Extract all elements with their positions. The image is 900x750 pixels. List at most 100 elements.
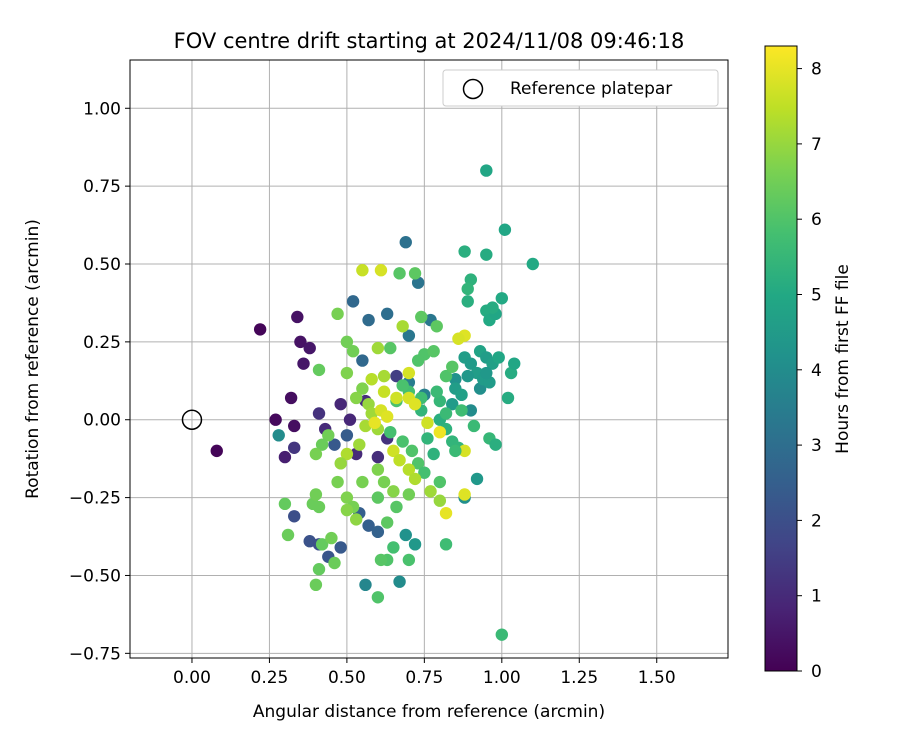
data-point [486, 301, 499, 314]
data-point [272, 429, 285, 442]
data-point [340, 335, 354, 349]
data-point [439, 407, 453, 420]
data-point [418, 466, 431, 479]
data-point [346, 295, 360, 308]
data-point [362, 519, 375, 532]
data-point [340, 491, 354, 504]
data-point [495, 628, 509, 641]
y-tick-label: −0.75 [69, 644, 121, 664]
data-point [210, 444, 223, 458]
data-point [396, 435, 409, 448]
data-point [387, 444, 400, 458]
data-point [340, 447, 354, 461]
legend-entry-reference: Reference platepar [510, 79, 672, 99]
x-tick-label: 0.25 [251, 668, 289, 688]
data-point [377, 385, 391, 398]
data-point [449, 444, 462, 458]
data-point [430, 320, 443, 333]
data-point [297, 357, 310, 370]
data-point [480, 366, 493, 380]
data-points [210, 164, 539, 641]
data-point [433, 425, 447, 439]
data-point [315, 538, 329, 551]
legend-marker [462, 78, 484, 100]
data-point [461, 369, 474, 383]
data-point [439, 506, 453, 520]
y-tick-label: −0.50 [69, 566, 121, 586]
data-point [288, 419, 301, 433]
data-point [458, 444, 471, 458]
data-point [411, 457, 425, 470]
grid-lines [130, 60, 728, 658]
data-point [356, 264, 369, 277]
data-point [356, 382, 369, 395]
data-point [390, 500, 403, 514]
y-axis-label: Rotation from reference (arcmin) [23, 219, 43, 499]
data-point [278, 450, 292, 464]
data-point [421, 432, 434, 445]
x-axis-label: Angular distance from reference (arcmin) [253, 702, 605, 722]
data-point [312, 363, 326, 377]
data-point [408, 267, 422, 280]
data-point [328, 438, 341, 451]
data-point [439, 369, 453, 383]
data-point [390, 369, 403, 383]
data-point [467, 419, 481, 433]
data-point [362, 313, 375, 327]
data-point [504, 366, 518, 380]
data-point [328, 556, 341, 570]
data-point [464, 273, 478, 286]
chart-title: FOV centre drift starting at 2024/11/08 … [174, 29, 685, 53]
data-point [458, 488, 471, 501]
data-point [526, 257, 539, 271]
data-point [253, 323, 267, 336]
y-axis-ticks: −0.75 −0.50 −0.25 0.00 0.25 0.50 0.75 1.00 [69, 99, 130, 664]
data-point [405, 444, 419, 458]
data-point [331, 307, 344, 321]
data-point [452, 332, 465, 345]
data-point [380, 307, 394, 321]
data-point [483, 376, 496, 389]
x-tick-label: 1.50 [638, 668, 676, 688]
data-point [390, 391, 403, 405]
colorbar-tick-label: 1 [811, 587, 822, 607]
data-point [473, 382, 487, 395]
data-point [387, 541, 400, 554]
data-point [433, 475, 447, 489]
data-point [349, 391, 363, 405]
data-point [461, 282, 474, 296]
data-point [393, 267, 406, 280]
data-point [309, 488, 323, 501]
colorbar-tick-label: 7 [811, 135, 822, 155]
data-point [331, 475, 344, 489]
data-point [384, 341, 397, 355]
legend-box [442, 69, 719, 107]
data-point [377, 369, 391, 383]
data-point [371, 341, 385, 355]
data-point [374, 264, 388, 277]
data-point [349, 447, 363, 461]
data-point [346, 345, 360, 358]
colorbar: 0 1 2 3 4 5 6 7 8 Hours from first FF file [764, 45, 853, 682]
data-point [368, 416, 381, 430]
x-tick-label: 1.25 [560, 668, 598, 688]
data-point [291, 310, 304, 324]
x-tick-label: 0.50 [328, 668, 366, 688]
data-point [402, 488, 416, 501]
data-point [501, 391, 515, 405]
y-tick-label: 1.00 [83, 99, 121, 119]
data-point [365, 373, 378, 386]
colorbar-ticks: 0 1 2 3 4 5 6 7 8 [797, 60, 822, 682]
data-point [399, 236, 412, 249]
data-point [408, 397, 422, 411]
data-point [433, 494, 447, 507]
x-axis-ticks: 0.00 0.25 0.50 0.75 1.00 1.25 1.50 [173, 658, 676, 688]
data-point [455, 388, 468, 402]
plot-frame [129, 59, 729, 659]
data-point [480, 248, 493, 261]
data-point [356, 475, 369, 489]
reference-marker [181, 409, 203, 430]
data-point [371, 591, 385, 604]
colorbar-tick-label: 8 [811, 60, 822, 80]
data-point [489, 438, 502, 451]
